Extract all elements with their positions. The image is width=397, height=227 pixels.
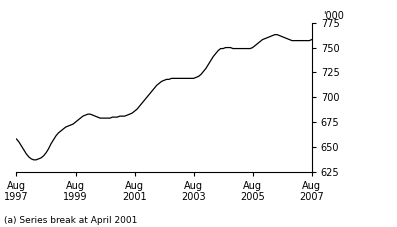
Text: (a) Series break at April 2001: (a) Series break at April 2001 <box>4 216 137 225</box>
Text: '000: '000 <box>324 11 344 21</box>
